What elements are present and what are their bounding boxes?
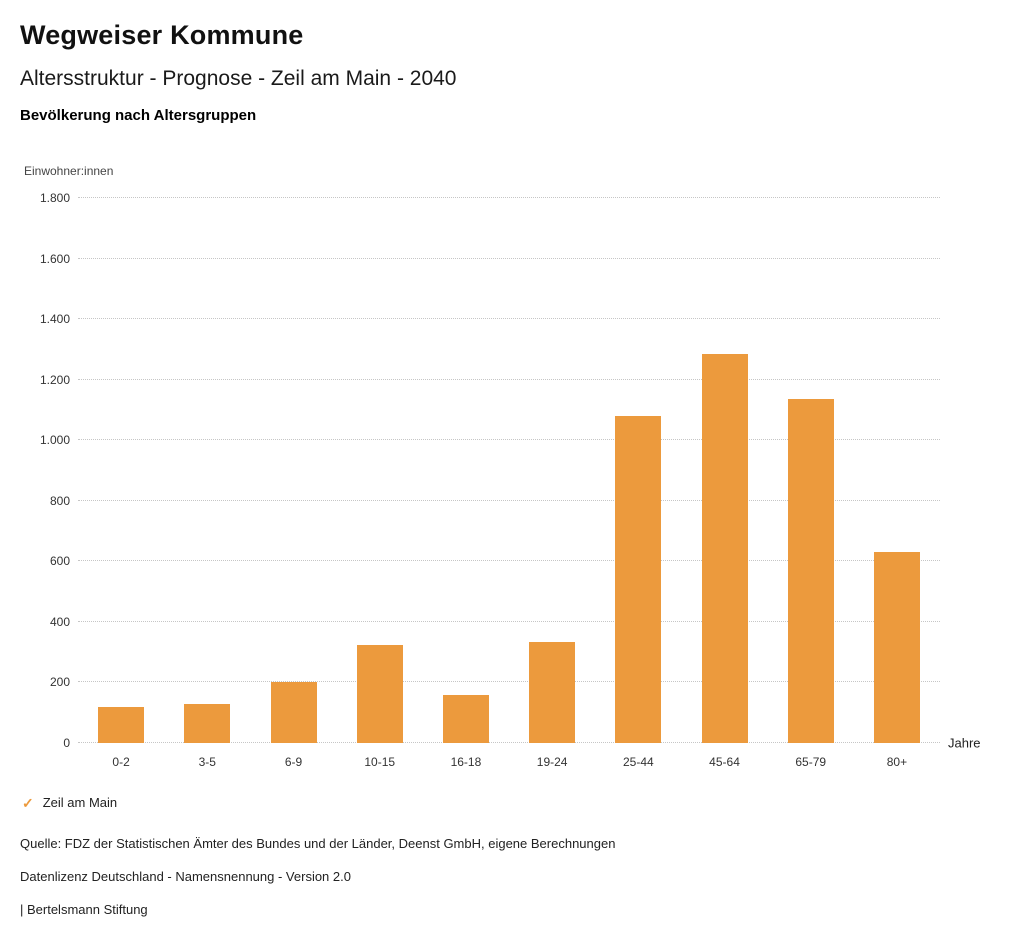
y-tick-label: 800 [49,493,70,508]
y-tick-label: 1.200 [39,372,70,387]
x-tick-label: 25-44 [622,755,654,769]
bar-slot [164,198,250,743]
gridline [78,620,940,622]
bar-slot [423,198,509,743]
y-axis-title: Einwohner:innen [24,164,114,178]
legend-label: Zeil am Main [42,795,118,810]
y-tick-label: 400 [49,614,70,629]
y-tick-label: 600 [49,554,70,569]
bar-slot [78,198,164,743]
bar-16-18[interactable] [442,694,489,743]
bar-slot [337,198,423,743]
bar-slot [250,198,336,743]
chart-body: 0 200 400 600 800 1.000 1.200 1.400 1.600 1.800 J… [20,191,1004,751]
x-axis-title: Jahre [948,735,981,751]
bar-65-79[interactable] [787,399,834,743]
x-tick-label: 0-2 [112,755,130,769]
bar-slot [595,198,681,743]
gridline [78,499,940,501]
x-tick-label: 19-24 [536,755,568,769]
gridline [78,378,940,380]
gridline [78,257,940,259]
gridline [78,439,940,441]
bar-slot [509,198,595,743]
gridline [78,560,940,562]
attribution-text: | Bertelsmann Stiftung [20,902,148,917]
y-tick-label: 0 [63,736,70,750]
gridline [78,742,940,743]
x-tick-label: 6-9 [284,755,303,769]
y-tick-label: 200 [49,675,70,690]
license-text: Datenlizenz Deutschland - Namensnennung … [20,869,351,884]
footer: Quelle: FDZ der Statistischen Ämter des … [20,836,1004,917]
chart-heading: Bevölkerung nach Altersgruppen [20,107,257,124]
bar-6-9[interactable] [270,682,317,743]
source-text: Quelle: FDZ der Statistischen Ämter des … [20,836,616,851]
bar-19-24[interactable] [529,641,576,743]
bar-slot [681,198,767,743]
x-tick-label: 10-15 [364,755,396,769]
x-tick-label: 65-79 [795,755,827,769]
x-tick-label: 80+ [886,755,908,769]
x-axis-title-area: Jahre [940,198,1004,751]
bar-slot [768,198,854,743]
legend[interactable]: ✓ Zeil am Main [22,795,1004,810]
y-tick-label: 1.600 [39,251,70,266]
y-tick-label: 1.800 [39,191,70,205]
bar-0-2[interactable] [98,706,145,743]
x-labels-row: 0-2 3-5 6-9 10-15 16-18 19-24 25-44 45-64 65-79 8… [78,755,940,769]
page-title: Wegweiser Kommune [20,20,304,50]
bar-10-15[interactable] [356,644,403,743]
x-tick-label: 16-18 [450,755,482,769]
gridline [78,197,940,198]
check-icon: ✓ [22,794,34,811]
x-tick-label: 3-5 [198,755,216,769]
y-tick-label: 1.000 [39,433,70,448]
bars-row [78,198,940,743]
x-tick-label: 45-64 [709,755,740,769]
gridline [78,681,940,683]
page-subtitle: Altersstruktur - Prognose - Zeil am Main… [20,67,457,90]
y-axis: 0 200 400 600 800 1.000 1.200 1.400 1.600 1.800 [20,191,78,750]
bar-80+[interactable] [873,552,920,743]
bar-3-5[interactable] [184,703,231,743]
chart: Einwohner:innen 0 200 400 600 800 1.000 1.200 1… [20,164,1004,769]
bar-25-44[interactable] [615,416,662,743]
y-tick-label: 1.400 [39,312,70,327]
gridline [78,318,940,320]
bar-45-64[interactable] [701,353,748,743]
bar-slot [854,198,940,743]
plot-area [78,197,940,743]
